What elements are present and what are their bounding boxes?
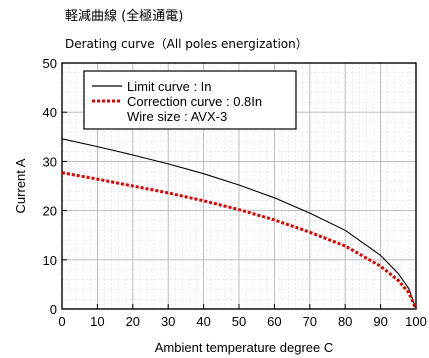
y-tick-label: 10 xyxy=(43,253,57,268)
x-tick-label: 50 xyxy=(232,314,246,329)
x-tick-label: 10 xyxy=(90,314,104,329)
y-tick-label: 30 xyxy=(43,154,57,169)
y-tick-label: 40 xyxy=(43,105,57,120)
x-axis-label: Ambient temperature degree C xyxy=(155,340,333,355)
y-tick-label: 20 xyxy=(43,204,57,219)
legend-label-correction: Correction curve : 0.8In xyxy=(127,94,262,109)
x-tick-label: 70 xyxy=(303,314,317,329)
x-tick-label: 20 xyxy=(126,314,140,329)
chart-subtitle-en: Derating curve（All poles energization） xyxy=(65,37,308,51)
x-tick-label: 60 xyxy=(267,314,281,329)
series-correction-curve xyxy=(61,171,418,310)
x-tick-label: 30 xyxy=(161,314,175,329)
legend-note-wire-size: Wire size : AVX-3 xyxy=(127,109,227,124)
x-tick-label: 40 xyxy=(196,314,210,329)
y-tick-label: 50 xyxy=(43,56,57,71)
series-limit-curve xyxy=(61,138,417,310)
chart-title-jp: 軽減曲線 (全極通電) xyxy=(65,9,184,24)
y-axis-label: Current A xyxy=(13,158,28,213)
x-tick-label: 0 xyxy=(58,314,65,329)
x-tick-label: 90 xyxy=(373,314,387,329)
legend-label-limit: Limit curve : In xyxy=(127,79,212,94)
x-tick-label: 80 xyxy=(338,314,352,329)
y-tick-label: 0 xyxy=(50,302,57,317)
x-tick-label: 100 xyxy=(405,314,427,329)
